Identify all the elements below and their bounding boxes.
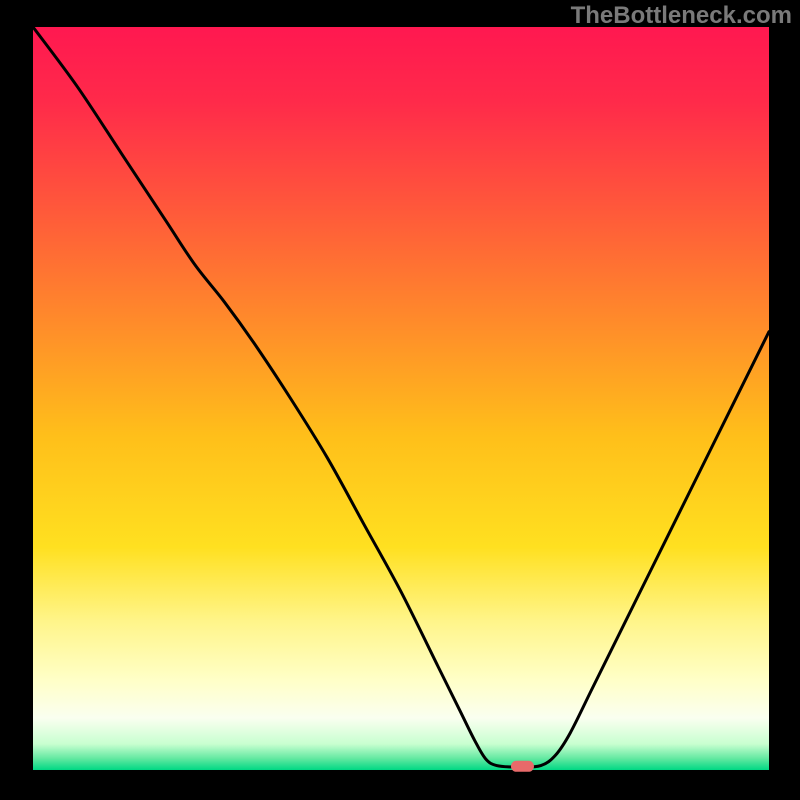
attribution-text: TheBottleneck.com [571,2,792,30]
plot-area [33,27,769,770]
bottleneck-curve [33,27,769,770]
optimal-marker [511,761,533,771]
